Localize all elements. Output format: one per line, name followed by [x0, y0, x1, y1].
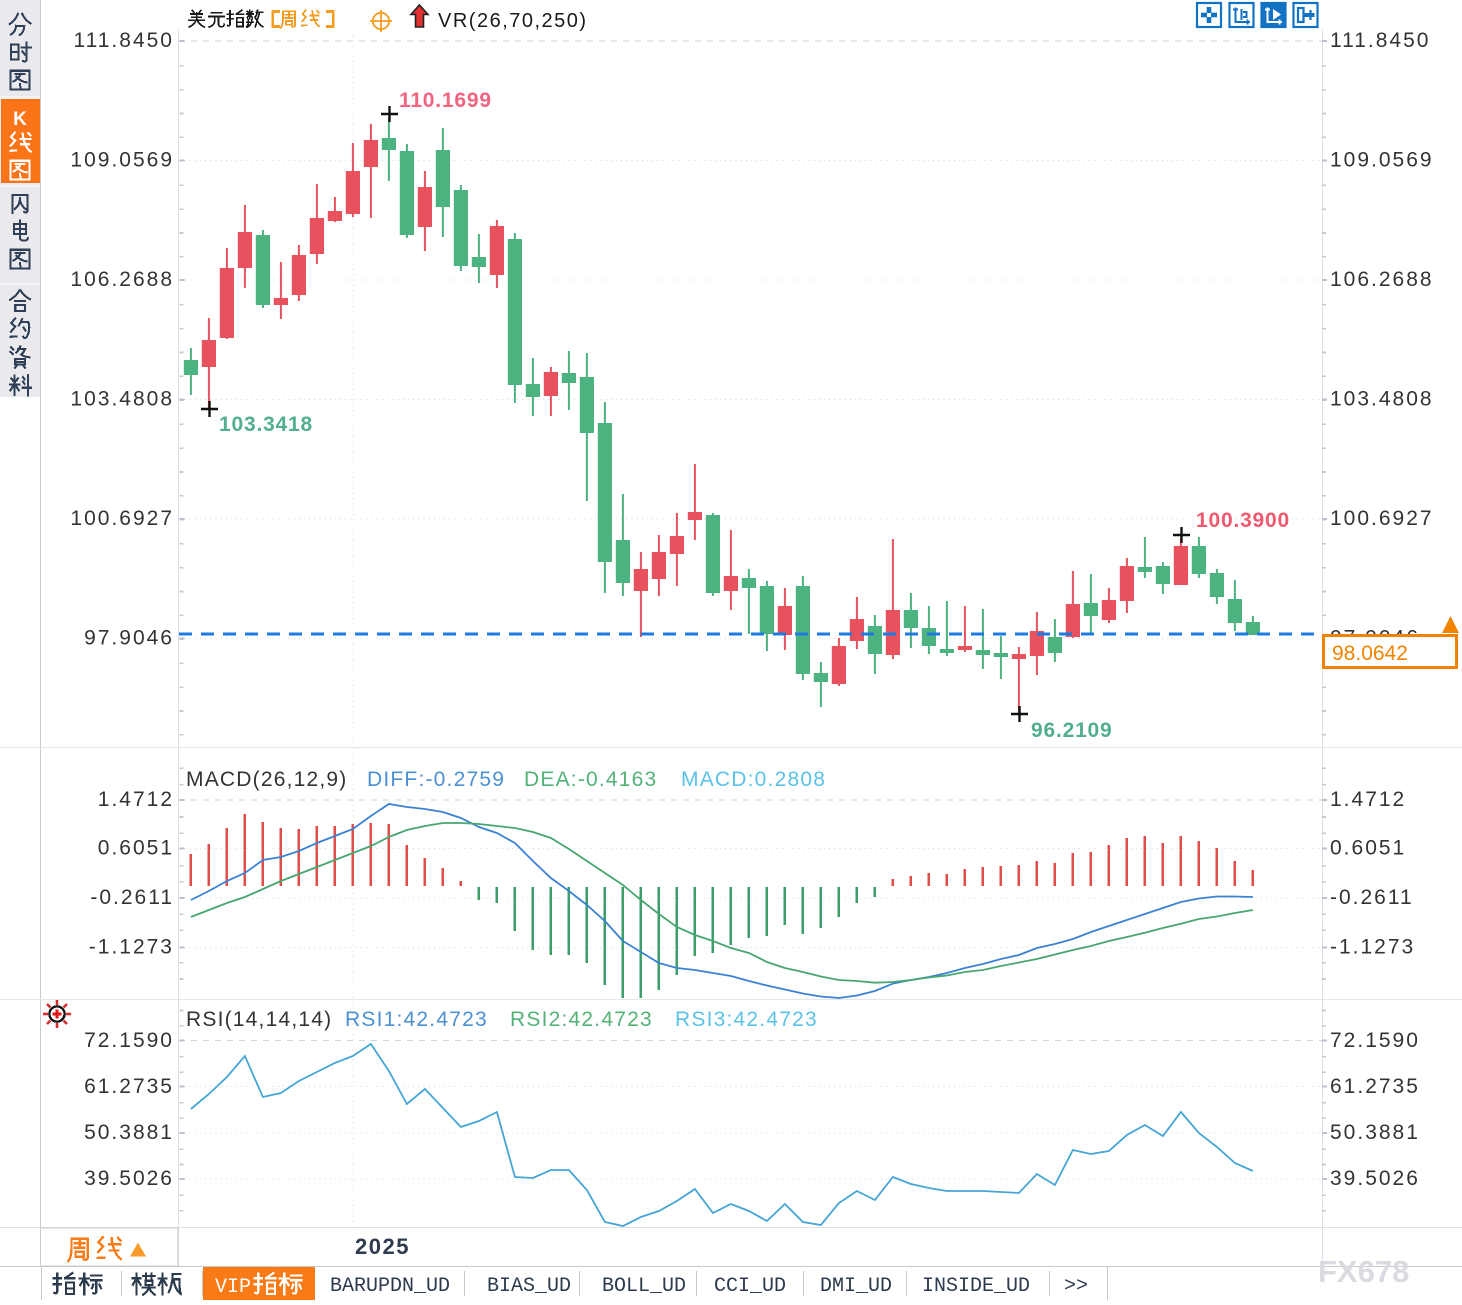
- svg-text:DIFF:-0.2759: DIFF:-0.2759: [367, 768, 505, 791]
- svg-text:INSIDE_UD: INSIDE_UD: [922, 1275, 1030, 1298]
- svg-text:DMI_UD: DMI_UD: [820, 1275, 892, 1298]
- svg-text:VIP: VIP: [215, 1276, 251, 1299]
- svg-text:109.0569: 109.0569: [1330, 149, 1434, 172]
- svg-text:2025: 2025: [355, 1234, 410, 1259]
- svg-text:BOLL_UD: BOLL_UD: [602, 1275, 686, 1298]
- svg-text:103.4808: 103.4808: [70, 388, 174, 411]
- svg-text:FX678: FX678: [1318, 1254, 1409, 1289]
- svg-text:50.3881: 50.3881: [1330, 1121, 1420, 1144]
- svg-text:-0.2611: -0.2611: [90, 886, 174, 909]
- svg-text:BIAS_UD: BIAS_UD: [487, 1275, 571, 1298]
- svg-text:CCI_UD: CCI_UD: [714, 1275, 786, 1298]
- svg-text:98.0642: 98.0642: [1332, 642, 1408, 665]
- svg-text:72.1590: 72.1590: [1330, 1029, 1420, 1052]
- svg-text:97.9046: 97.9046: [84, 627, 174, 650]
- svg-text:61.2735: 61.2735: [84, 1075, 174, 1098]
- svg-text:103.4808: 103.4808: [1330, 388, 1434, 411]
- svg-text:BARUPDN_UD: BARUPDN_UD: [330, 1275, 450, 1298]
- svg-text:109.0569: 109.0569: [70, 149, 174, 172]
- svg-text:MACD:0.2808: MACD:0.2808: [681, 768, 826, 791]
- svg-text:103.3418: 103.3418: [219, 413, 313, 436]
- svg-text:50.3881: 50.3881: [84, 1121, 174, 1144]
- svg-text:-1.1273: -1.1273: [1330, 936, 1415, 959]
- svg-text:111.8450: 111.8450: [74, 29, 174, 52]
- svg-text:100.6927: 100.6927: [70, 507, 174, 530]
- svg-text:0.6051: 0.6051: [1330, 837, 1406, 860]
- svg-text:VR(26,70,250): VR(26,70,250): [438, 10, 588, 32]
- svg-text:106.2688: 106.2688: [70, 268, 174, 291]
- svg-text:RSI1:42.4723: RSI1:42.4723: [345, 1008, 488, 1031]
- svg-text:96.2109: 96.2109: [1031, 719, 1113, 742]
- svg-text:1.4712: 1.4712: [1330, 788, 1406, 811]
- svg-text:RSI2:42.4723: RSI2:42.4723: [510, 1008, 653, 1031]
- svg-text:106.2688: 106.2688: [1330, 268, 1434, 291]
- svg-text:1.4712: 1.4712: [98, 788, 174, 811]
- svg-text:DEA:-0.4163: DEA:-0.4163: [524, 768, 657, 791]
- svg-text:>>: >>: [1064, 1275, 1088, 1298]
- svg-text:RSI3:42.4723: RSI3:42.4723: [675, 1008, 818, 1031]
- svg-text:100.3900: 100.3900: [1196, 509, 1290, 532]
- svg-text:-1.1273: -1.1273: [89, 936, 174, 959]
- svg-text:RSI(14,14,14): RSI(14,14,14): [186, 1008, 332, 1031]
- svg-text:100.6927: 100.6927: [1330, 507, 1434, 530]
- svg-text:61.2735: 61.2735: [1330, 1075, 1420, 1098]
- svg-text:0.6051: 0.6051: [98, 837, 174, 860]
- svg-text:110.1699: 110.1699: [399, 89, 492, 112]
- svg-text:39.5026: 39.5026: [84, 1167, 174, 1190]
- svg-text:MACD(26,12,9): MACD(26,12,9): [186, 768, 347, 791]
- svg-text:K: K: [13, 109, 27, 130]
- svg-text:39.5026: 39.5026: [1330, 1167, 1420, 1190]
- svg-text:111.8450: 111.8450: [1330, 29, 1430, 52]
- svg-text:-0.2611: -0.2611: [1330, 886, 1414, 909]
- svg-text:72.1590: 72.1590: [84, 1029, 174, 1052]
